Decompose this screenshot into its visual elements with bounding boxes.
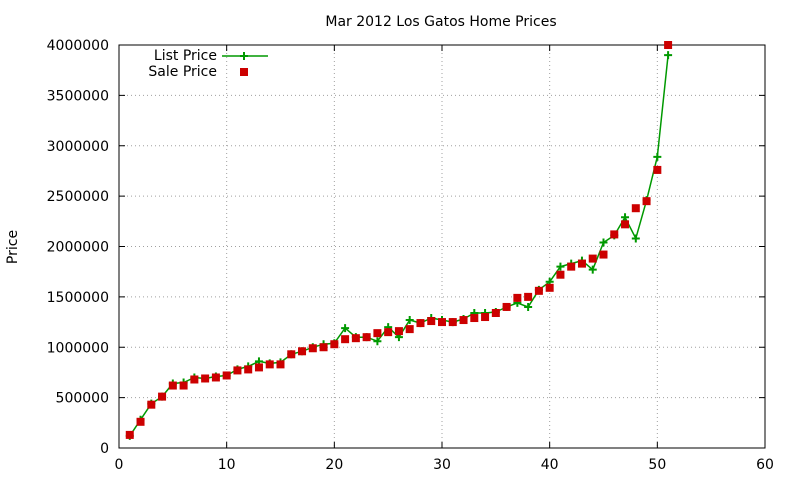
y-tick-label: 4000000: [47, 38, 109, 54]
sale-price-point: [599, 250, 608, 259]
sale-price-point: [394, 327, 403, 336]
x-tick-label: 20: [325, 457, 343, 473]
sale-price-point: [642, 197, 651, 206]
x-tick-label: 60: [756, 457, 774, 473]
list-price-point: [588, 265, 597, 274]
sale-price-point: [136, 417, 145, 426]
y-tick-label: 500000: [56, 391, 109, 407]
x-tick-label: 50: [648, 457, 666, 473]
sale-price-point: [330, 340, 339, 349]
sale-price-point: [373, 329, 382, 338]
sale-price-point: [341, 335, 350, 344]
legend: List Price Sale Price: [148, 48, 268, 80]
sale-price-point: [631, 204, 640, 213]
sale-price-point: [567, 262, 576, 271]
x-tick-label: 40: [541, 457, 559, 473]
sale-price-point: [524, 292, 533, 301]
list-price-point: [556, 262, 565, 271]
sale-price-point: [610, 230, 619, 239]
list-price-point: [524, 302, 533, 311]
sale-price-point: [545, 283, 554, 292]
sale-price-point: [233, 366, 242, 375]
list-price-point: [631, 234, 640, 243]
sale-price-point: [125, 430, 134, 439]
legend-marker-sale-price: [240, 68, 248, 76]
x-tick-label: 0: [115, 457, 124, 473]
x-tick-label: 30: [433, 457, 451, 473]
sale-price-point: [481, 313, 490, 322]
sale-price-point: [502, 302, 511, 311]
y-tick-label: 2000000: [47, 240, 109, 256]
sale-price-point: [405, 325, 414, 334]
sale-price-point: [254, 363, 263, 372]
sale-price-point: [384, 328, 393, 337]
sale-price-point: [556, 270, 565, 279]
sale-price-point: [459, 316, 468, 325]
y-tick-label: 3500000: [47, 88, 109, 104]
list-price-point: [405, 316, 414, 325]
sale-price-point: [534, 286, 543, 295]
list-price-point: [373, 337, 382, 346]
series-sale-price: [125, 41, 673, 439]
y-tick-label: 2500000: [47, 189, 109, 205]
y-tick-label: 1000000: [47, 340, 109, 356]
sale-price-point: [577, 259, 586, 268]
sale-price-point: [179, 381, 188, 390]
sale-price-point: [222, 371, 231, 380]
chart-title: Mar 2012 Los Gatos Home Prices: [325, 14, 556, 30]
y-axis-tick-labels: 0 500000 1000000 1500000 2000000 2500000 30000…: [47, 38, 109, 457]
y-tick-label: 1500000: [47, 290, 109, 306]
list-price-point: [653, 152, 662, 161]
sale-price-point: [362, 333, 371, 342]
sale-price-point: [201, 374, 210, 383]
grid: [119, 45, 765, 448]
sale-price-point: [621, 220, 630, 229]
sale-price-point: [416, 319, 425, 328]
sale-price-point: [244, 365, 253, 374]
legend-label-list-price: List Price: [154, 48, 217, 64]
sale-price-point: [147, 400, 156, 409]
list-price-point: [599, 238, 608, 247]
sale-price-point: [211, 373, 220, 382]
list-price-point: [664, 51, 673, 60]
sale-price-point: [276, 360, 285, 369]
x-tick-label: 10: [218, 457, 236, 473]
y-tick-label: 0: [100, 441, 109, 457]
sale-price-point: [298, 347, 307, 356]
sale-price-point: [653, 165, 662, 174]
list-price-line: [129, 55, 669, 437]
sale-price-point: [158, 392, 167, 401]
sale-price-point: [308, 344, 317, 353]
legend-label-sale-price: Sale Price: [148, 64, 217, 80]
sale-price-point: [265, 360, 274, 369]
legend-marker-list-price: [240, 52, 248, 60]
sale-price-point: [448, 318, 457, 327]
sale-price-point: [513, 293, 522, 302]
sale-price-point: [168, 381, 177, 390]
sale-price-point: [470, 314, 479, 323]
y-tick-label: 3000000: [47, 139, 109, 155]
sale-price-point: [287, 350, 296, 359]
sale-price-point: [319, 343, 328, 352]
list-price-point: [621, 213, 630, 222]
sale-price-point: [190, 375, 199, 384]
x-axis-tick-labels: 0 10 20 30 40 50 60: [115, 457, 774, 473]
sale-price-point: [588, 254, 597, 263]
axis-ticks: [118, 44, 766, 449]
sale-price-point: [351, 334, 360, 343]
sale-price-point: [491, 308, 500, 317]
sale-price-point: [664, 41, 673, 49]
y-axis-label: Price: [5, 230, 21, 264]
list-price-point: [341, 324, 350, 333]
sale-price-point: [438, 318, 446, 327]
series: [125, 41, 673, 440]
sale-price-point: [427, 317, 436, 326]
